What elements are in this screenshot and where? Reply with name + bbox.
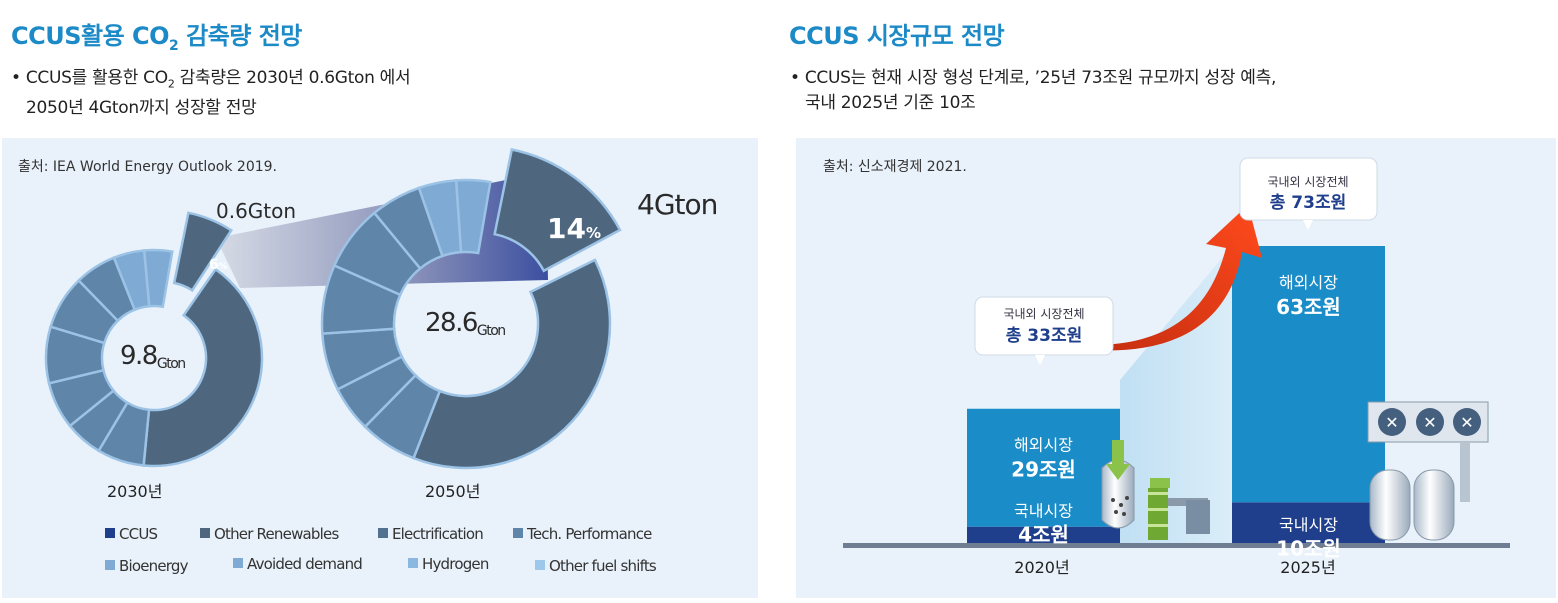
- right-title: CCUS 시장규모 전망: [789, 22, 1005, 50]
- bar-label-domestic-name: 국내시장: [1014, 502, 1073, 521]
- center-2050: 28.6Gton: [425, 308, 505, 339]
- left-title: CCUS활용 CO2 감축량 전망: [11, 22, 302, 54]
- donut-segment-ccus: [172, 211, 234, 293]
- pct-2030: 6%: [209, 257, 228, 273]
- donut-segment-light: [142, 248, 174, 309]
- bar-label-overseas-value: 63조원: [1276, 295, 1341, 319]
- legend-swatch: [200, 528, 210, 538]
- right-bullet: • CCUS는 현재 시장 형성 단계로, ’25년 73조원 규모까지 성장 …: [790, 68, 1277, 113]
- ground-line: [843, 543, 1510, 548]
- legend-swatch: [408, 558, 418, 568]
- callout-2025: 국내외 시장전체 총 73조원: [1239, 157, 1378, 230]
- bar-label-overseas-name: 해외시장: [1014, 436, 1073, 455]
- donut-segment-light: [454, 178, 492, 255]
- label-2030-ccus: 0.6Gton: [216, 199, 296, 223]
- bar-year-2020: 2020년: [1014, 558, 1069, 577]
- legend-label: Avoided demand: [247, 555, 362, 573]
- legend-swatch: [233, 558, 243, 568]
- bar-domestic: [1232, 502, 1385, 543]
- donut-segment-ccus: [493, 148, 622, 273]
- bar-label-overseas-name: 해외시장: [1279, 273, 1338, 292]
- left-source: 출처: IEA World Energy Outlook 2019.: [18, 159, 278, 175]
- storage-equipment-illustration: ✕ ✕ ✕: [1367, 401, 1489, 541]
- donut-2030: [44, 211, 264, 468]
- label-2050-ccus: 4Gton: [637, 188, 717, 221]
- svg-text:국내외 시장전체: 국내외 시장전체: [1267, 175, 1348, 189]
- donut-segment-dark: [411, 258, 612, 470]
- pct-2050: 14%: [547, 212, 601, 245]
- bar-label-domestic-value: 10조원: [1276, 536, 1341, 560]
- bar-label-domestic-name: 국내시장: [1279, 515, 1338, 534]
- svg-text:총 33조원: 총 33조원: [1006, 326, 1083, 346]
- bar-overseas: [1232, 246, 1385, 503]
- svg-text:국내외 시장전체: 국내외 시장전체: [1003, 307, 1084, 321]
- donut-legend: CCUS Other Renewables Electrification Tech.…: [105, 525, 658, 575]
- legend-label: Other Renewables: [214, 525, 339, 543]
- year-2050: 2050년: [425, 482, 480, 501]
- bar-label-domestic-value: 4조원: [1018, 523, 1069, 547]
- legend-label: Tech. Performance: [526, 525, 652, 543]
- year-2030: 2030년: [107, 482, 162, 501]
- legend-label: CCUS: [119, 525, 158, 543]
- bar-domestic: [967, 526, 1120, 543]
- bar-year-2025: 2025년: [1280, 558, 1335, 577]
- legend-swatch: [105, 560, 115, 570]
- center-2030: 9.8Gton: [120, 341, 185, 372]
- legend-swatch: [535, 560, 545, 570]
- legend-swatch: [513, 528, 523, 538]
- svg-text:총 73조원: 총 73조원: [1270, 193, 1347, 213]
- svg-text:✕: ✕: [1460, 413, 1473, 432]
- bar-label-overseas-value: 29조원: [1011, 458, 1076, 482]
- bar-overseas: [967, 408, 1120, 527]
- legend-label: Bioenergy: [119, 557, 189, 575]
- callout-2020: 국내외 시장전체 총 33조원: [974, 296, 1114, 365]
- left-bullet: • CCUS를 활용한 CO2 감축량은 2030년 0.6Gton 에서 20…: [11, 68, 411, 119]
- right-source: 출처: 신소재경제 2021.: [823, 159, 967, 175]
- growth-arrow: [1092, 205, 1262, 351]
- legend-swatch: [105, 528, 115, 538]
- legend-label: Hydrogen: [422, 555, 489, 573]
- capture-equipment-illustration: [1101, 440, 1210, 540]
- donut-2050: [320, 148, 622, 470]
- donut-segment-dark: [142, 267, 264, 468]
- legend-label: Other fuel shifts: [549, 557, 657, 575]
- svg-text:✕: ✕: [1385, 413, 1398, 432]
- legend-label: Electrification: [392, 525, 483, 543]
- svg-text:✕: ✕: [1423, 413, 1436, 432]
- legend-swatch: [378, 528, 388, 538]
